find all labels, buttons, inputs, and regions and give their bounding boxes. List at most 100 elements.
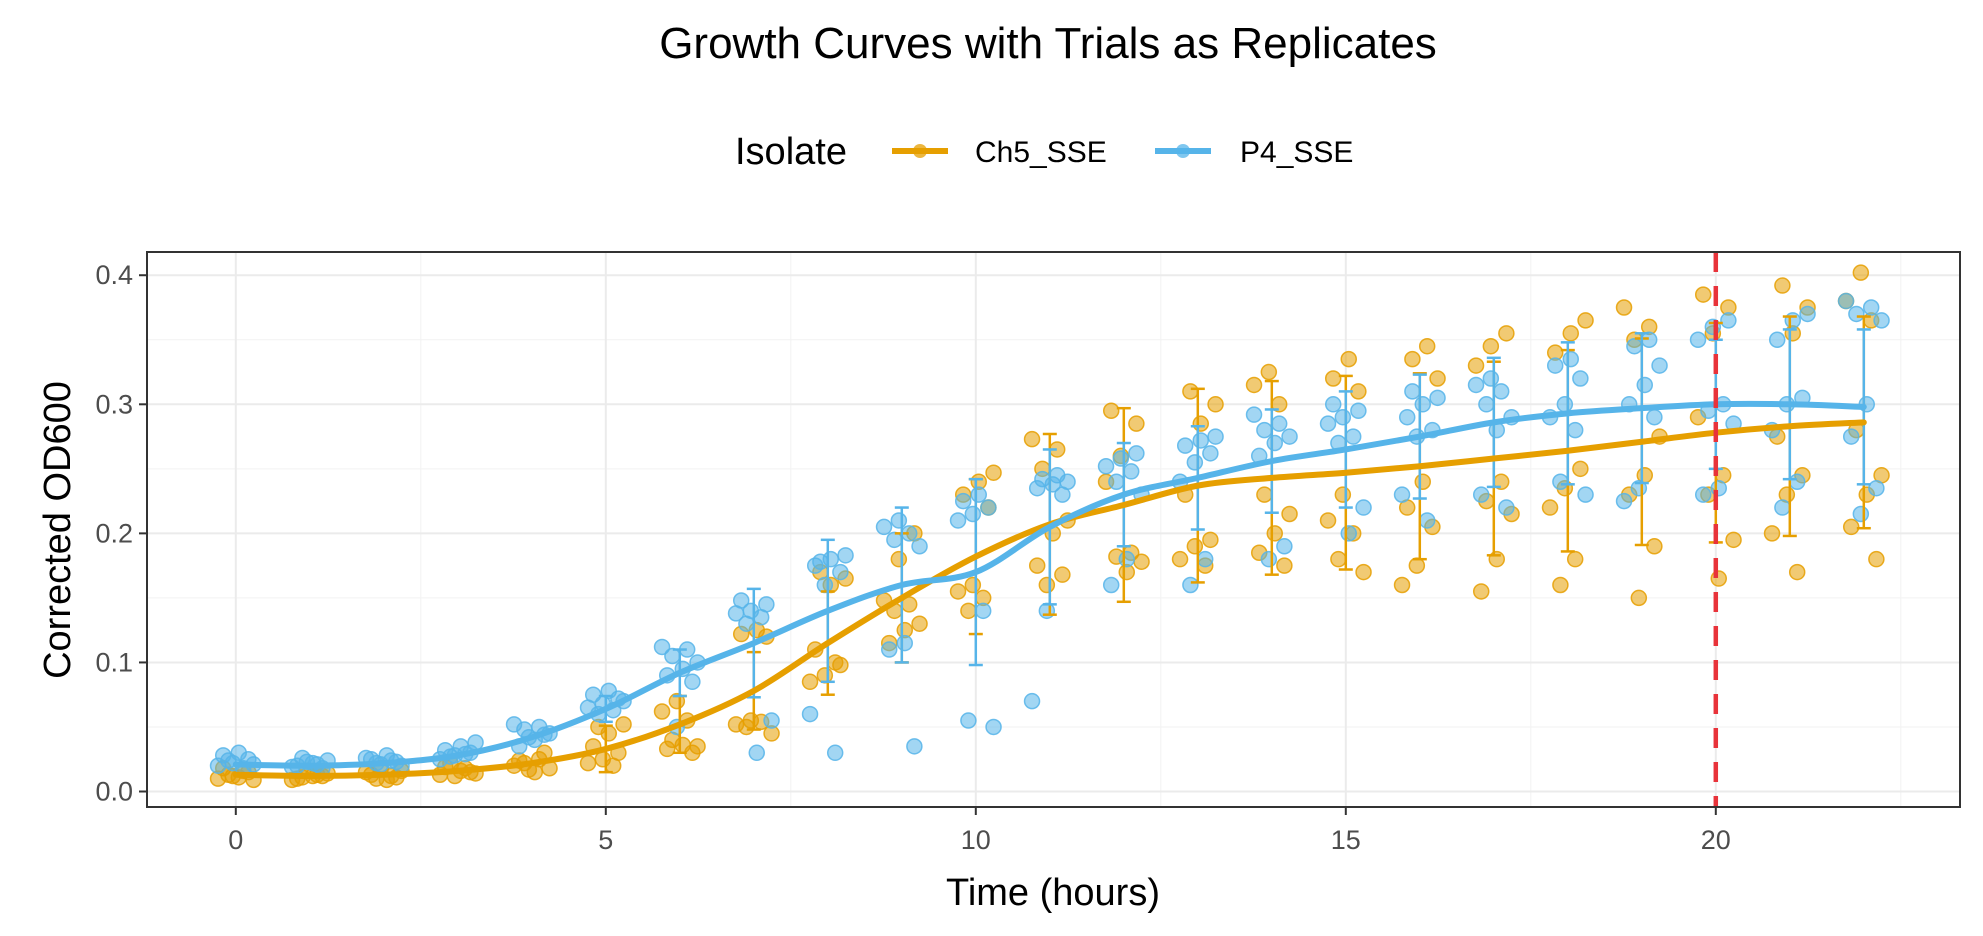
data-point-p4-sse — [1192, 432, 1210, 449]
data-point-ch5-sse — [1334, 486, 1352, 503]
data-point-p4-sse — [1482, 370, 1500, 387]
data-point-ch5-sse — [801, 673, 819, 691]
data-point-ch5-sse — [1393, 576, 1411, 594]
data-point-p4-sse — [1112, 450, 1130, 467]
data-point-p4-sse — [1118, 550, 1136, 568]
data-point-p4-sse — [1556, 396, 1574, 413]
data-point-ch5-sse — [1256, 486, 1273, 503]
series-line-p4-sse — [232, 400, 1867, 769]
data-point-p4-sse — [763, 712, 780, 729]
legend-label-ch5-sse: Ch5_SSE — [975, 136, 1107, 169]
data-point-ch5-sse — [1577, 312, 1594, 329]
plot-panel-border — [146, 251, 1961, 808]
data-point-p4-sse — [1546, 357, 1564, 374]
data-point-p4-sse — [1498, 499, 1515, 516]
data-point-p4-sse — [220, 752, 237, 769]
data-point-p4-sse — [1122, 463, 1140, 480]
data-point-p4-sse — [1615, 492, 1633, 510]
x-tick-label: 0 — [228, 825, 243, 855]
data-point-ch5-sse — [890, 550, 908, 568]
data-point-ch5-sse — [911, 615, 928, 632]
data-point-ch5-sse — [1102, 402, 1120, 420]
data-point-ch5-sse — [1340, 350, 1358, 368]
data-point-ch5-sse — [1842, 518, 1860, 536]
data-point-p4-sse — [1266, 434, 1284, 452]
data-point-p4-sse — [1350, 402, 1367, 420]
data-point-ch5-sse — [579, 754, 597, 772]
data-point-ch5-sse — [1319, 512, 1337, 529]
data-point-p4-sse — [826, 744, 844, 762]
data-point-ch5-sse — [1182, 383, 1199, 400]
data-point-p4-sse — [1492, 383, 1510, 400]
data-point-p4-sse — [1340, 525, 1358, 542]
data-point-ch5-sse — [1710, 570, 1728, 587]
data-point-p4-sse — [875, 518, 893, 536]
data-point-ch5-sse — [727, 716, 745, 733]
data-point-p4-sse — [1784, 312, 1802, 329]
data-point-p4-sse — [954, 492, 972, 510]
x-tick-label: 15 — [1331, 825, 1361, 855]
data-point-ch5-sse — [1488, 550, 1506, 568]
data-point-ch5-sse — [1276, 557, 1293, 574]
data-point-p4-sse — [1176, 437, 1194, 454]
data-point-p4-sse — [880, 641, 898, 658]
legend-key-p4-sse — [1155, 144, 1211, 158]
data-point-p4-sse — [812, 553, 829, 571]
data-point-p4-sse — [1319, 415, 1337, 432]
data-point-p4-sse — [1186, 454, 1204, 471]
data-point-p4-sse — [1414, 396, 1432, 413]
data-point-p4-sse — [1393, 486, 1411, 503]
data-point-p4-sse — [1768, 331, 1786, 349]
data-point-ch5-sse — [1202, 531, 1219, 549]
legend-label-p4-sse: P4_SSE — [1240, 136, 1353, 169]
data-point-ch5-sse — [653, 703, 671, 720]
data-point-p4-sse — [1626, 337, 1643, 355]
data-point-p4-sse — [505, 716, 523, 733]
series-line-ch5-sse — [232, 419, 1867, 780]
y-tick-labels: 0.0 0.1 0.2 0.3 0.4 — [95, 260, 133, 806]
data-point-p4-sse — [1720, 312, 1737, 329]
data-point-p4-sse — [1429, 389, 1446, 407]
data-point-ch5-sse — [1630, 589, 1648, 607]
data-point-p4-sse — [1837, 292, 1855, 310]
data-point-p4-sse — [1324, 396, 1342, 413]
data-point-p4-sse — [911, 538, 928, 555]
data-point-ch5-sse — [1281, 505, 1298, 523]
chart-title: Growth Curves with Trials as Replicates — [659, 19, 1437, 68]
data-point-p4-sse — [985, 718, 1002, 736]
data-point-ch5-sse — [1566, 550, 1584, 568]
data-point-ch5-sse — [1572, 460, 1589, 478]
data-point-p4-sse — [1774, 499, 1791, 516]
data-point-p4-sse — [1202, 445, 1219, 462]
series-lines — [232, 400, 1867, 780]
data-point-ch5-sse — [1186, 538, 1204, 555]
data-point-ch5-sse — [1207, 396, 1224, 413]
data-point-ch5-sse — [1725, 531, 1742, 549]
x-axis-title: Time (hours) — [946, 872, 1160, 914]
data-point-p4-sse — [980, 499, 997, 516]
data-point-p4-sse — [1694, 486, 1712, 503]
x-tick-label: 5 — [598, 825, 613, 855]
data-point-p4-sse — [1689, 331, 1707, 349]
data-point-ch5-sse — [1028, 557, 1046, 574]
data-point-p4-sse — [653, 638, 671, 656]
data-point-ch5-sse — [1429, 370, 1446, 387]
error-bars — [598, 315, 1871, 774]
data-point-ch5-sse — [1467, 357, 1485, 374]
data-point-p4-sse — [906, 738, 923, 755]
data-point-ch5-sse — [1171, 550, 1189, 568]
data-point-ch5-sse — [1355, 563, 1372, 581]
data-point-ch5-sse — [689, 738, 706, 755]
y-tick-label: 0.3 — [95, 389, 133, 419]
data-point-ch5-sse — [1266, 525, 1284, 542]
data-point-p4-sse — [1577, 486, 1594, 503]
data-point-p4-sse — [1852, 505, 1870, 523]
x-tick-labels: 0 5 10 15 20 — [228, 825, 1731, 855]
data-point-p4-sse — [1636, 376, 1654, 394]
data-point-p4-sse — [758, 596, 775, 613]
data-point-p4-sse — [1472, 486, 1490, 503]
data-point-ch5-sse — [1562, 325, 1580, 342]
data-point-p4-sse — [949, 512, 967, 529]
y-tick-label: 0.0 — [95, 777, 133, 807]
data-point-p4-sse — [1873, 312, 1890, 329]
